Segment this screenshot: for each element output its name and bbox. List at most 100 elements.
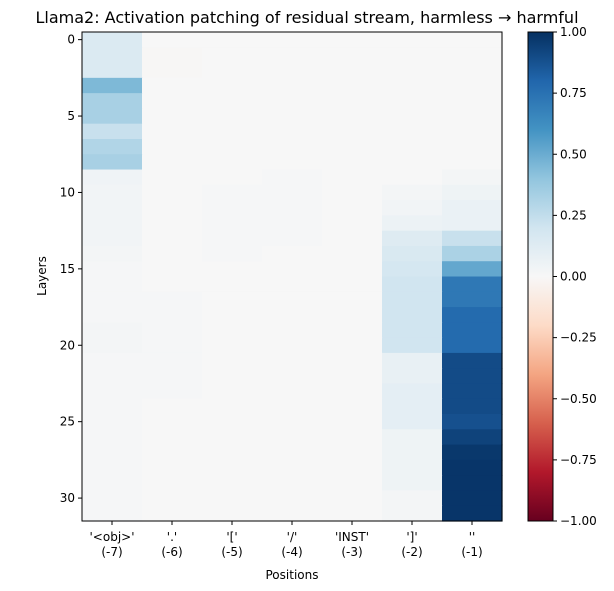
heatmap-cell <box>382 123 443 140</box>
heatmap-cell <box>82 169 143 186</box>
x-tick-label: '/' (-4) <box>281 530 302 559</box>
heatmap-cell <box>142 77 203 94</box>
heatmap-cell <box>262 245 323 262</box>
heatmap-cell <box>442 414 503 430</box>
y-tick-label: 20 <box>60 338 75 352</box>
heatmap-cell <box>142 459 203 476</box>
heatmap-cell <box>322 32 383 48</box>
heatmap-cell <box>82 276 143 293</box>
heatmap-cell <box>142 108 203 125</box>
x-tick-label: '[' (-5) <box>221 530 242 559</box>
heatmap-cell <box>202 108 263 125</box>
heatmap-cell <box>202 62 263 79</box>
heatmap-cell <box>202 138 263 155</box>
heatmap-cell <box>442 47 503 64</box>
heatmap-cell <box>322 77 383 94</box>
heatmap-cell <box>262 444 323 461</box>
x-tick-label-line: 'INST' <box>335 530 369 544</box>
heatmap-cell <box>262 93 323 110</box>
heatmap-cell <box>442 429 503 446</box>
x-tick-label-line: '[' <box>226 530 237 544</box>
heatmap-cell <box>382 138 443 155</box>
heatmap-cell <box>442 337 503 354</box>
heatmap-cell <box>442 245 503 262</box>
heatmap-cell <box>82 414 143 430</box>
heatmap-cell <box>142 261 203 278</box>
heatmap-cell <box>322 337 383 354</box>
heatmap-cell <box>82 429 143 446</box>
heatmap-cell <box>322 200 383 216</box>
heatmap-cell <box>442 138 503 155</box>
heatmap-cell <box>322 352 383 369</box>
heatmap-cell <box>442 93 503 110</box>
heatmap-cell <box>142 322 203 339</box>
heatmap-cell <box>322 245 383 262</box>
heatmap-cell <box>442 215 503 232</box>
heatmap-cell <box>202 154 263 171</box>
heatmap-cell <box>142 93 203 110</box>
heatmap-cell <box>382 184 443 201</box>
heatmap-cell <box>382 32 443 48</box>
y-tick-label: 10 <box>60 185 75 199</box>
heatmap-cell <box>82 352 143 369</box>
colorbar-tick-label: −0.50 <box>560 392 597 406</box>
heatmap-cell <box>82 108 143 125</box>
heatmap-cell <box>442 123 503 140</box>
heatmap-cell <box>322 383 383 400</box>
x-tick-label-line: (-1) <box>461 545 482 559</box>
heatmap-cell <box>322 62 383 79</box>
x-tick-label-line: (-6) <box>161 545 182 559</box>
heatmap-cell <box>202 291 263 308</box>
heatmap-cell <box>202 307 263 323</box>
heatmap-cell <box>142 490 203 507</box>
heatmap-cell <box>262 154 323 171</box>
heatmap-cell <box>142 475 203 492</box>
heatmap-cell <box>262 429 323 446</box>
heatmap-cell <box>442 505 503 522</box>
heatmap-cell <box>382 291 443 308</box>
heatmap-cell <box>202 322 263 339</box>
heatmap-cell <box>442 291 503 308</box>
heatmap-cell <box>262 383 323 400</box>
heatmap-cell <box>202 276 263 293</box>
heatmap-cell <box>322 184 383 201</box>
x-tick-label-line: '<obj>' <box>90 530 135 544</box>
heatmap-cell <box>382 459 443 476</box>
colorbar-tick-label: −0.75 <box>560 453 597 467</box>
heatmap-cell <box>202 398 263 415</box>
heatmap-cell <box>82 459 143 476</box>
heatmap-cell <box>322 459 383 476</box>
heatmap-cell <box>262 490 323 507</box>
heatmap-cell <box>202 93 263 110</box>
heatmap-cell <box>202 337 263 354</box>
heatmap-cell <box>322 123 383 140</box>
heatmap-cell <box>82 230 143 247</box>
heatmap-cell <box>442 32 503 48</box>
heatmap-cell <box>262 368 323 385</box>
heatmap-cell <box>202 490 263 507</box>
heatmap-cell <box>262 123 323 140</box>
heatmap-cell <box>202 383 263 400</box>
heatmap-cell <box>82 245 143 262</box>
heatmap-cell <box>322 169 383 186</box>
heatmap-cell <box>202 215 263 232</box>
heatmap-cell <box>382 154 443 171</box>
heatmap-cell <box>82 62 143 79</box>
heatmap-cell <box>262 505 323 522</box>
heatmap-cell <box>322 108 383 125</box>
heatmap-cell <box>442 459 503 476</box>
heatmap-cell <box>442 444 503 461</box>
heatmap-cell <box>142 414 203 430</box>
heatmap-cell <box>442 154 503 171</box>
heatmap-cell <box>82 475 143 492</box>
heatmap-cell <box>442 276 503 293</box>
heatmap-cell <box>382 62 443 79</box>
heatmap-cell <box>322 475 383 492</box>
heatmap-cell <box>82 490 143 507</box>
heatmap-cell <box>82 215 143 232</box>
heatmap-cell <box>202 245 263 262</box>
heatmap-cell <box>82 307 143 323</box>
heatmap-cell <box>202 429 263 446</box>
heatmap-cell <box>142 154 203 171</box>
heatmap-cell <box>322 490 383 507</box>
